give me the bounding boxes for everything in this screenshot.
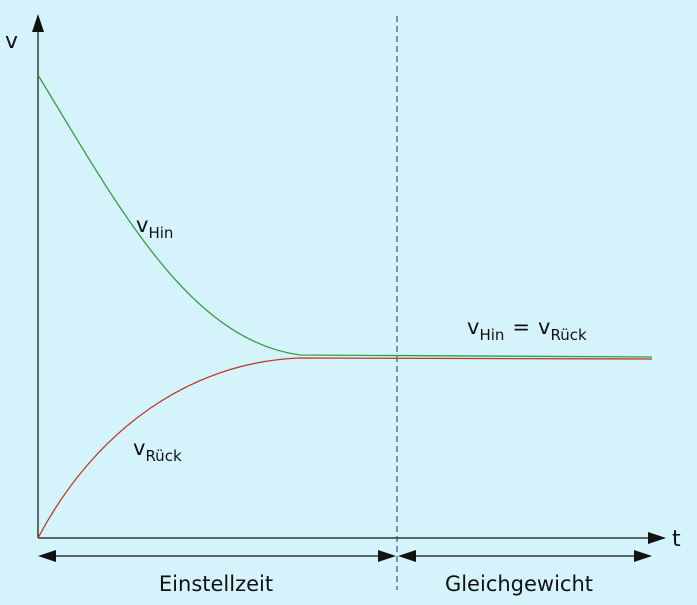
equilibrium-label: Gleichgewicht xyxy=(445,572,593,596)
y-axis-arrowhead xyxy=(32,14,44,32)
settling-time-left-arrowhead xyxy=(38,550,56,562)
x-axis-label: t xyxy=(672,527,681,552)
y-axis-label: v xyxy=(5,29,18,54)
equilibrium-right-arrowhead xyxy=(634,550,652,562)
equilibrium-equation-label: vHin = vRück xyxy=(467,315,587,344)
equilibrium-left-arrowhead xyxy=(398,550,416,562)
forward-rate-label: vHin xyxy=(136,213,173,242)
settling-time-right-arrowhead xyxy=(378,550,396,562)
x-axis-arrowhead xyxy=(648,532,666,544)
backward-rate-curve xyxy=(37,357,653,539)
forward-rate-curve xyxy=(37,74,653,358)
settling-time-label: Einstellzeit xyxy=(159,572,273,596)
backward-rate-label: vRück xyxy=(133,436,182,465)
